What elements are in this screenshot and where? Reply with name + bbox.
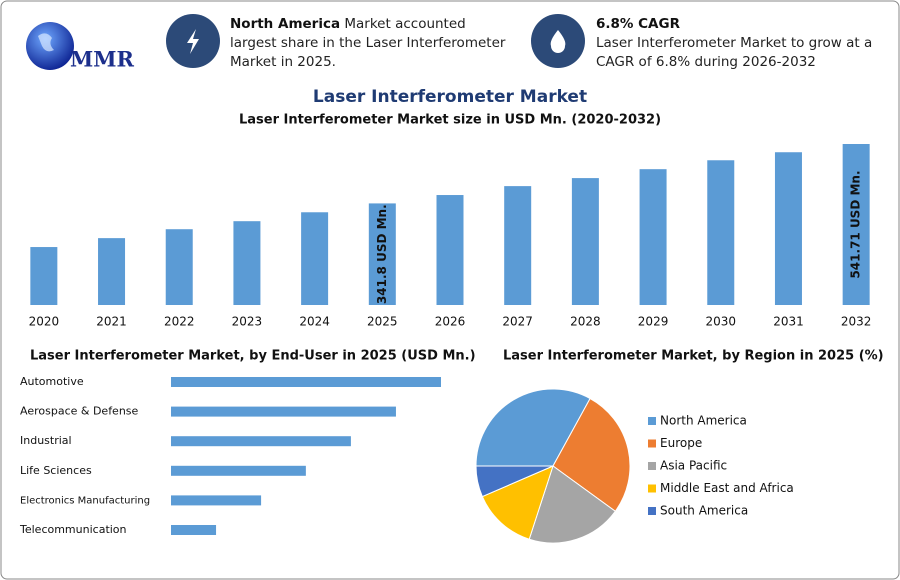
bar	[639, 169, 667, 305]
bar	[171, 406, 396, 417]
category-label: Electronics Manufacturing	[20, 495, 150, 506]
bar	[504, 186, 532, 305]
x-tick-label: 2027	[502, 315, 533, 329]
bar	[571, 178, 599, 305]
bar	[368, 203, 396, 305]
highlight-text: Laser Interferometer Market to grow at a…	[596, 35, 873, 70]
bar	[301, 212, 329, 305]
x-tick-label: 2021	[96, 315, 127, 329]
highlight-bold: North America	[230, 16, 341, 32]
legend-swatch	[648, 462, 656, 470]
category-label: Life Sciences	[20, 464, 92, 477]
legend-label: Europe	[660, 436, 702, 450]
pie-slice	[528, 465, 616, 544]
x-tick-label: 2032	[841, 315, 872, 329]
legend-swatch	[648, 417, 656, 425]
chart-title: Laser Interferometer Market, by Region i…	[503, 349, 884, 364]
x-tick-label: 2022	[164, 315, 195, 329]
chart-title: Laser Interferometer Market, by End-User…	[30, 349, 476, 364]
bar	[98, 238, 126, 305]
icon-drop	[550, 30, 566, 53]
highlight: North America Market accounted largest s…	[230, 15, 510, 72]
pie-slice	[552, 397, 631, 512]
legend-label: Asia Pacific	[660, 459, 727, 473]
category-label: Aerospace & Defense	[20, 405, 139, 418]
bar	[171, 377, 441, 387]
bar	[171, 495, 262, 506]
bar	[842, 144, 870, 305]
highlight-text: Market accounted largest share in the La…	[230, 16, 506, 70]
value-label: 341.8 USD Mn.	[375, 204, 389, 304]
pie-slice	[475, 465, 554, 498]
bar	[30, 247, 58, 305]
x-tick-label: 2030	[705, 315, 736, 329]
x-tick-label: 2024	[299, 315, 330, 329]
legend-swatch	[648, 439, 656, 448]
chart-title: Laser Interferometer Market size in USD …	[239, 113, 661, 128]
bar	[171, 436, 351, 447]
x-tick-label: 2023	[232, 315, 263, 329]
pie-slice	[481, 465, 554, 540]
highlight: 6.8% CAGR Laser Interferometer Market to …	[596, 15, 876, 72]
icon-bolt	[187, 29, 199, 54]
legend-label: Middle East and Africa	[660, 481, 794, 495]
bar	[233, 221, 261, 305]
x-tick-label: 2028	[570, 315, 601, 329]
legend-label: North America	[660, 414, 747, 428]
bar	[436, 195, 464, 305]
x-tick-label: 2020	[29, 315, 60, 329]
bar	[171, 525, 217, 535]
category-label: Telecommunication	[19, 523, 127, 536]
x-tick-label: 2029	[638, 315, 669, 329]
page-title: Laser Interferometer Market	[313, 87, 587, 107]
legend-swatch	[648, 507, 656, 515]
bar	[774, 152, 802, 305]
highlight-bold: 6.8% CAGR	[596, 16, 680, 32]
bar	[707, 160, 735, 305]
bar	[165, 229, 193, 305]
bar	[171, 465, 306, 476]
x-tick-label: 2031	[773, 315, 804, 329]
x-tick-label: 2026	[435, 315, 466, 329]
category-label: Automotive	[20, 375, 84, 388]
x-tick-label: 2025	[367, 315, 398, 329]
legend-label: South America	[660, 504, 748, 518]
value-label: 541.71 USD Mn.	[849, 170, 863, 278]
pie-slice	[475, 388, 591, 467]
logo-land	[38, 33, 54, 52]
category-label: Industrial	[20, 434, 72, 447]
legend-swatch	[648, 484, 656, 493]
logo-text: MMR	[70, 47, 134, 72]
